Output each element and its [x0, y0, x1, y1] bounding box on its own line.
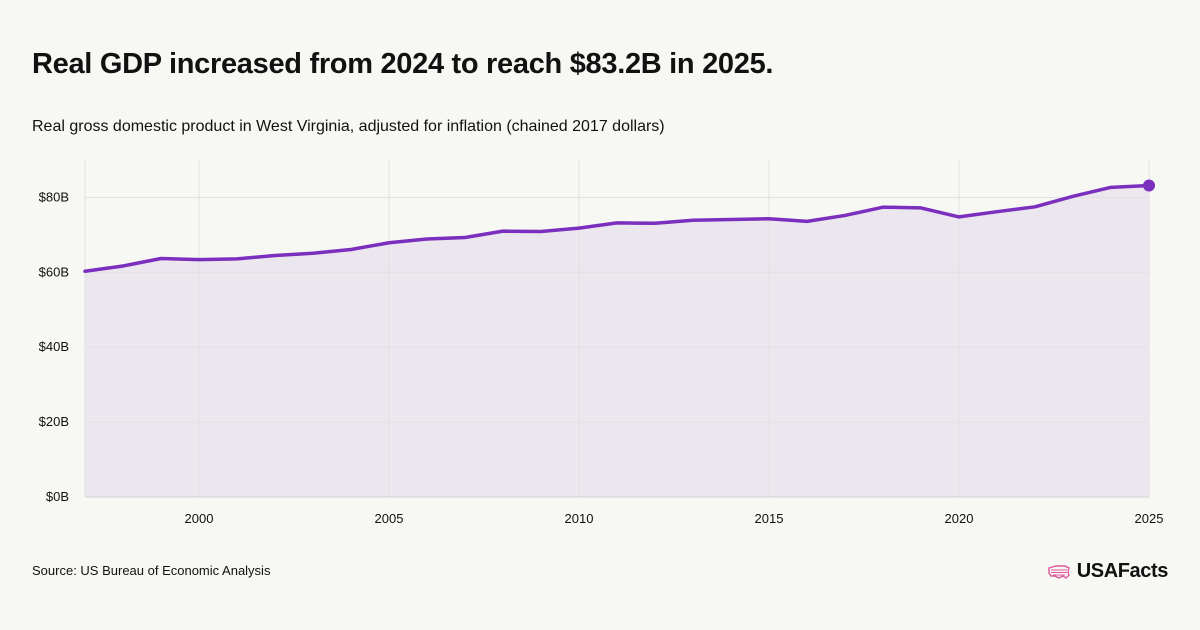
y-tick-label: $20B [39, 414, 69, 429]
usafacts-logo[interactable]: USAFacts [1047, 560, 1168, 583]
y-tick-label: $0B [46, 489, 69, 504]
brand-name: USAFacts [1076, 560, 1169, 582]
x-tick-label: 2005 [375, 511, 404, 526]
x-tick-label: 2010 [565, 511, 594, 526]
source-note: Source: US Bureau of Economic Analysis [32, 563, 271, 578]
x-tick-label: 2025 [1135, 511, 1164, 526]
latest-value-point [1143, 179, 1155, 192]
us-map-icon [1048, 564, 1070, 579]
y-tick-label: $40B [39, 339, 69, 354]
chart-title: Real GDP increased from 2024 to reach $8… [32, 48, 774, 80]
gdp-series-line [83, 183, 1151, 273]
y-tick-label: $80B [39, 189, 69, 204]
chart-subtitle: Real gross domestic product in West Virg… [32, 118, 665, 135]
x-tick-label: 2020 [945, 511, 974, 526]
y-tick-label: $60B [39, 264, 69, 279]
x-tick-label: 2000 [185, 511, 214, 526]
x-tick-label: 2015 [755, 511, 784, 526]
area-fill [85, 185, 1149, 497]
